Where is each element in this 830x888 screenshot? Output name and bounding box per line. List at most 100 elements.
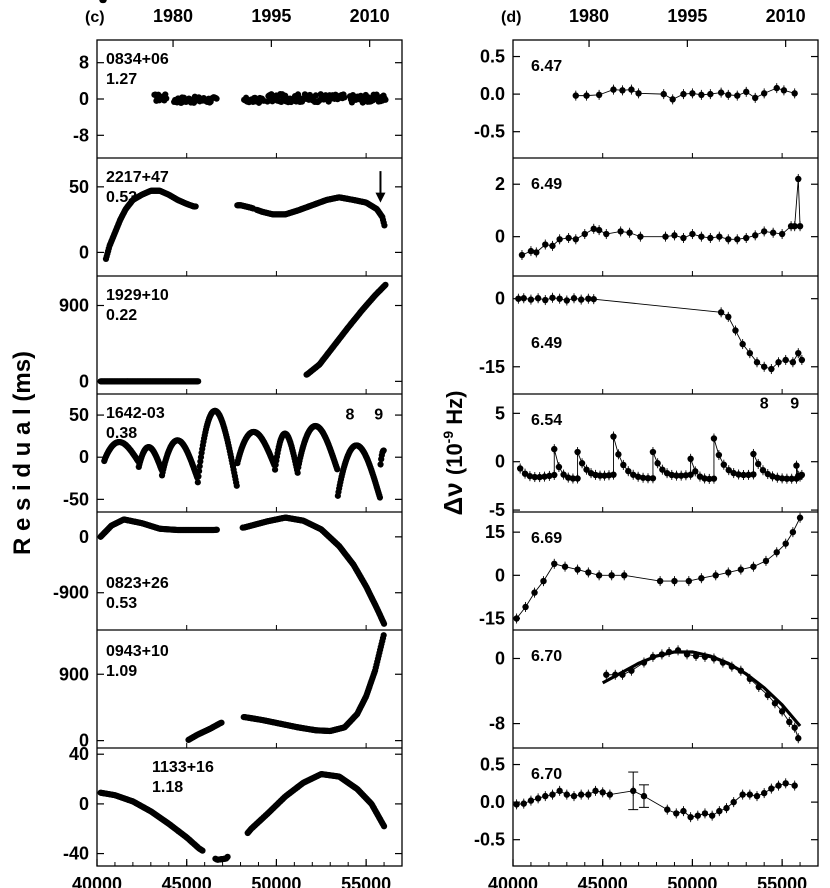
y-tick-label: 5: [495, 403, 505, 423]
pulsar-value: 1.27: [106, 71, 137, 88]
data-point: [760, 363, 768, 370]
residual-point: [163, 95, 170, 102]
data-point: [771, 700, 779, 707]
top-year-label: 1995: [667, 6, 707, 26]
y-tick-label: -15: [479, 608, 505, 628]
y-tick-label: -8: [73, 125, 89, 145]
y-tick-label: 0: [495, 648, 505, 668]
data-point: [730, 798, 737, 806]
y-tick-label: -0.5: [474, 122, 505, 142]
data-point: [737, 566, 745, 573]
data-point: [590, 225, 597, 232]
data-point: [515, 295, 522, 302]
data-point: [775, 782, 782, 789]
data-point: [725, 569, 732, 576]
data-point: [570, 295, 578, 302]
y-tick-label: 0: [495, 565, 505, 585]
data-point: [687, 471, 694, 478]
data-point: [549, 242, 556, 250]
residual-point: [294, 469, 301, 476]
data-point: [639, 474, 647, 481]
data-point: [583, 466, 590, 473]
subpanel-5: 0 -8 6.70: [489, 629, 818, 748]
pulsar-value: 1.09: [106, 663, 137, 680]
residual-point: [218, 719, 225, 726]
data-point: [560, 471, 567, 478]
data-point: [739, 340, 746, 348]
top-year-label: 2010: [766, 6, 806, 26]
top-year-label: 1995: [251, 6, 291, 26]
top-year-label: 1980: [153, 6, 193, 26]
glitch-number: 9: [374, 406, 383, 423]
data-point: [531, 589, 538, 596]
data-point: [712, 572, 719, 579]
data-point: [689, 230, 696, 238]
data-point: [743, 234, 750, 242]
data-point: [778, 475, 786, 482]
data-point: [527, 296, 535, 303]
data-point: [596, 472, 604, 479]
data-point: [762, 557, 770, 565]
data-point: [595, 91, 603, 99]
data-point: [793, 462, 800, 469]
data-point: [513, 615, 520, 622]
residual-point: [192, 203, 199, 210]
data-point: [746, 791, 754, 798]
data-point: [780, 87, 788, 94]
data-point: [556, 787, 563, 795]
y-tick-label: 0: [79, 731, 89, 751]
y-tick-label: 0: [495, 452, 505, 472]
panel-letter: (d): [501, 9, 521, 26]
data-point: [634, 473, 642, 480]
y-tick-label: 40: [69, 744, 89, 764]
data-point: [745, 471, 752, 479]
residual-point: [312, 92, 319, 99]
y-tick-label: 15: [485, 522, 505, 542]
data-point: [534, 295, 542, 302]
data-point: [674, 647, 682, 654]
data-point: [531, 473, 538, 481]
y-tick-label: 0: [79, 89, 89, 109]
residual-point: [195, 378, 202, 385]
data-point: [775, 359, 782, 366]
y-tick-label: 900: [59, 296, 89, 316]
subpanel-2: 900 0 1929+10 0.22: [59, 275, 402, 394]
data-point: [778, 708, 786, 715]
data-point: [649, 653, 657, 661]
data-point: [555, 463, 563, 471]
pulsar-value: 1.18: [152, 779, 183, 796]
data-point: [673, 472, 680, 479]
pulsar-name: 1133+16: [152, 759, 214, 776]
data-point: [621, 572, 628, 579]
residual-point: [380, 823, 388, 830]
data-point: [599, 789, 606, 796]
x-tick-label: 45000: [162, 874, 212, 888]
data-point: [603, 671, 610, 678]
data-point: [536, 473, 543, 481]
data-point: [796, 514, 804, 521]
y-tick-label: 0.0: [480, 792, 505, 812]
residual-point: [376, 494, 384, 501]
data-point: [743, 88, 750, 96]
data-point: [640, 659, 648, 666]
data-point: [798, 356, 806, 364]
data-point: [710, 435, 718, 442]
data-point: [628, 667, 635, 674]
data-point: [754, 460, 762, 468]
y-tick-label: 0: [79, 242, 89, 262]
data-point: [541, 473, 548, 480]
data-point: [687, 455, 694, 463]
x-tick-label: 50000: [251, 874, 301, 888]
data-point: [732, 327, 739, 334]
data-point: [563, 297, 571, 304]
glitch-number: 8: [760, 396, 769, 413]
glitch-number: 8: [346, 406, 355, 423]
data-point: [569, 475, 577, 482]
data-point: [628, 86, 635, 93]
data-point: [637, 233, 644, 240]
pulsar-name: 0834+06: [106, 51, 169, 68]
data-point: [760, 228, 768, 235]
data-point: [791, 90, 798, 97]
data-point: [707, 90, 714, 98]
